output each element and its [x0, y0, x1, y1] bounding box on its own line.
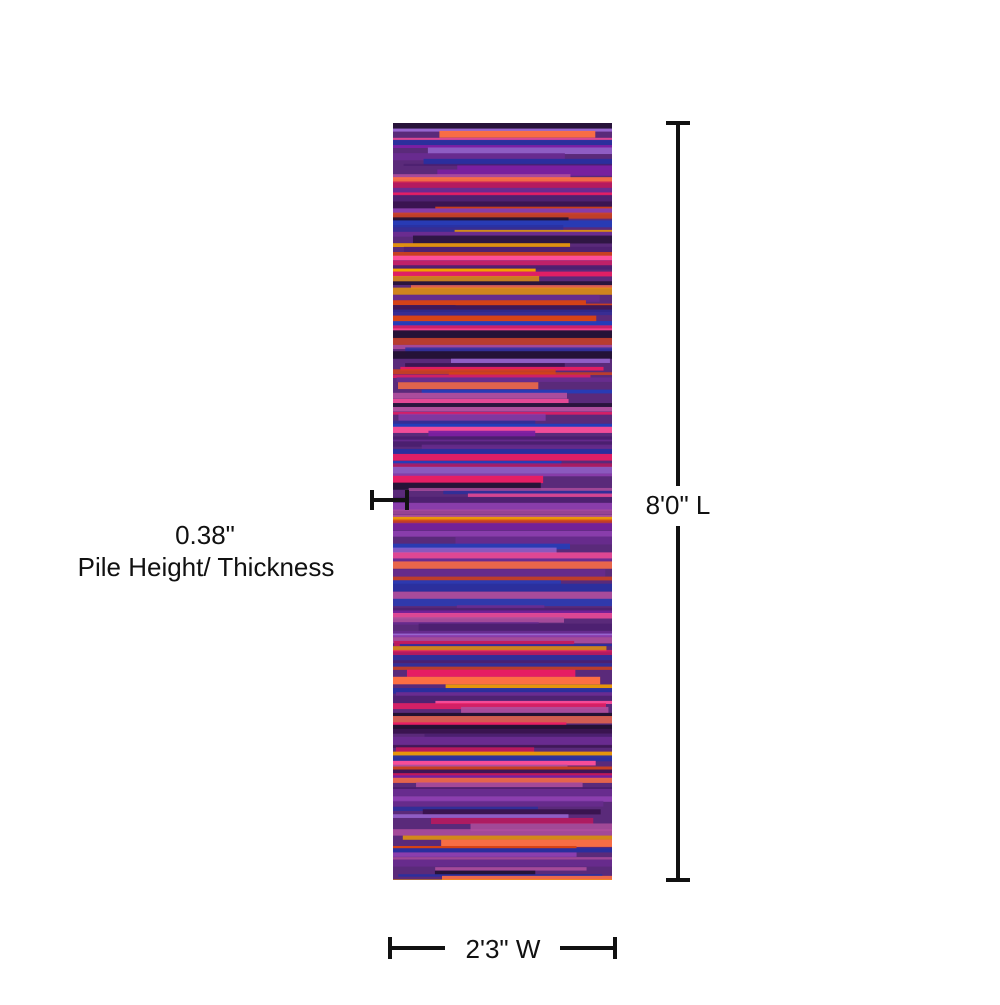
rug-stripe: [393, 789, 612, 796]
rug-stripe: [393, 561, 612, 568]
rug-stripe: [435, 867, 586, 870]
width-label: 2'3" W: [466, 934, 541, 964]
rug-stripe: [393, 407, 612, 412]
rug-stripe: [441, 840, 612, 847]
rug-stripe: [409, 488, 612, 491]
rug-stripe: [423, 809, 601, 814]
rug-stripe: [457, 165, 612, 170]
rug-stripe: [393, 767, 612, 770]
rug-stripe: [393, 778, 612, 783]
rug-stripe: [396, 747, 534, 752]
rug-stripe: [396, 692, 612, 696]
rug-stripe: [393, 476, 543, 483]
rug-stripe: [393, 531, 612, 537]
rug-stripe: [393, 857, 612, 859]
rug-stripe: [393, 509, 612, 514]
rug-stripe: [393, 243, 570, 247]
rug-stripe: [393, 599, 612, 606]
rug-stripe: [398, 414, 545, 421]
rug-stripe: [393, 801, 603, 807]
rug-stripe: [393, 652, 612, 656]
rug-stripe: [455, 537, 612, 544]
rug-stripe: [413, 236, 612, 244]
rug-stripe: [393, 424, 612, 427]
rug-stripe: [393, 677, 600, 685]
rug-stripe: [442, 876, 612, 880]
rug-stripe: [439, 131, 595, 138]
rug-stripe: [393, 281, 612, 285]
thickness-value: 0.38": [175, 520, 235, 550]
rug-stripe: [393, 814, 568, 818]
rug-stripe: [393, 399, 569, 403]
rug-stripe: [393, 181, 612, 188]
rug-stripe: [393, 272, 612, 277]
rug-stripe: [393, 338, 612, 345]
rug-stripe: [393, 713, 612, 717]
rug-stripe: [393, 330, 612, 338]
rug-stripe: [393, 310, 612, 316]
rug-stripe: [393, 463, 612, 467]
thickness-label: Pile Height/ Thickness: [78, 552, 335, 582]
rug-stripe: [393, 829, 612, 835]
rug-stripe: [393, 321, 612, 326]
rug-stripe: [393, 123, 612, 129]
rug-stripe: [393, 256, 612, 261]
rug-stripe: [468, 494, 612, 498]
rug-stripe: [393, 787, 612, 789]
rug-stripe: [419, 624, 612, 631]
rug-stripe: [393, 393, 567, 399]
rug-stripe: [393, 269, 536, 272]
rug-stripe: [393, 729, 612, 734]
rug-stripe: [428, 148, 612, 155]
rug-stripe: [393, 667, 612, 670]
rug-stripe: [393, 663, 612, 667]
rug-stripe: [393, 592, 612, 599]
rug-stripe: [393, 217, 569, 220]
rug-stripe: [393, 860, 612, 867]
rug-stripe: [407, 670, 575, 677]
rug-stripe: [431, 818, 593, 824]
rug-stripe: [393, 852, 577, 856]
rug-stripe: [400, 644, 612, 646]
rug-stripe: [393, 660, 612, 663]
rug-stripe: [393, 716, 612, 723]
rug-stripe: [393, 584, 612, 592]
length-label: 8'0" L: [646, 490, 711, 520]
rug-stripe: [393, 755, 612, 761]
rug-stripe: [393, 773, 612, 775]
rug-stripe: [435, 871, 535, 875]
rug-stripe: [393, 635, 612, 637]
rug-stripe: [393, 569, 605, 576]
rug-stripe: [403, 836, 612, 840]
rug-stripe: [393, 848, 612, 852]
rug-stripe: [393, 523, 612, 530]
rug-stripe: [393, 351, 612, 359]
rug-stripe: [393, 737, 612, 745]
rug-stripe: [393, 577, 612, 581]
rug-stripe: [451, 359, 610, 363]
rug-stripe: [393, 846, 576, 849]
rug-stripe: [397, 377, 612, 382]
rug-stripe: [398, 382, 538, 389]
rug-stripe: [393, 276, 539, 282]
rug-stripe: [393, 288, 612, 295]
rug-stripe: [393, 467, 612, 474]
rug-stripe: [393, 631, 612, 634]
rug-stripe: [393, 454, 612, 461]
rug-stripe: [428, 431, 535, 437]
rug-stripe: [393, 195, 612, 202]
rug-stripe: [393, 617, 564, 623]
rug-stripe: [393, 548, 557, 553]
